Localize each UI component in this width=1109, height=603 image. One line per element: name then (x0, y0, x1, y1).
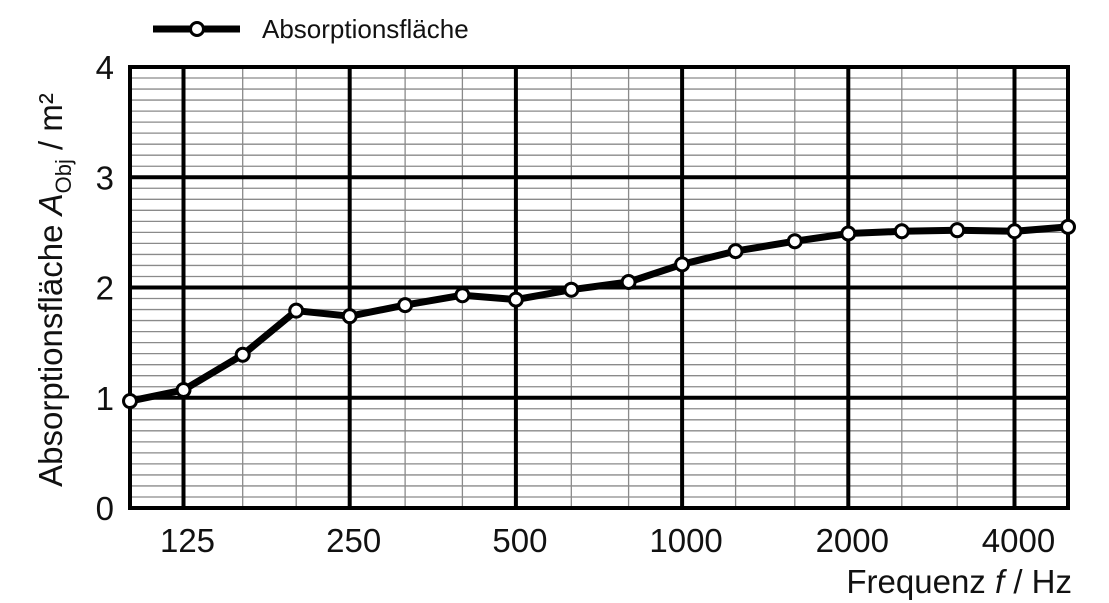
y-tick-labels: 0 1 2 3 4 (96, 49, 114, 527)
y-tick-label: 3 (96, 159, 114, 196)
x-tick-label: 250 (326, 522, 381, 559)
x-tick-label: 1000 (649, 522, 722, 559)
data-point (341, 308, 358, 325)
data-point (727, 243, 744, 260)
data-point (786, 233, 803, 250)
series-line (126, 223, 1072, 405)
plot-frame (128, 65, 1070, 510)
data-point (840, 225, 857, 242)
y-axis-title-var: A (32, 193, 69, 217)
data-point (288, 302, 305, 319)
y-axis-title-prefix: Absorptionsfläche (32, 215, 69, 487)
y-tick-label: 2 (96, 270, 114, 307)
data-point (122, 393, 138, 410)
data-point (234, 346, 251, 363)
data-point (507, 291, 524, 308)
y-axis-title: Absorptionsfläche AObj / m² (32, 93, 76, 487)
x-tick-labels: 125 250 500 1000 2000 4000 (160, 522, 1055, 559)
y-tick-label: 4 (96, 49, 114, 86)
data-point (620, 273, 637, 290)
data-point (1060, 218, 1076, 235)
y-axis-title-suffix: / m² (32, 93, 69, 159)
data-point (175, 382, 192, 399)
y-axis-title-sub: Obj (51, 159, 76, 193)
data-point (397, 297, 414, 314)
y-tick-label: 0 (96, 490, 114, 527)
x-axis-title-suffix: / Hz (1004, 563, 1072, 600)
x-axis-title-prefix: Frequenz (846, 563, 995, 600)
data-point (949, 222, 966, 239)
y-tick-label: 1 (96, 380, 114, 417)
x-tick-label: 500 (492, 522, 547, 559)
x-axis-title: Frequenz f / Hz (846, 563, 1072, 600)
legend: Absorptionsfläche (153, 14, 469, 44)
x-tick-label: 2000 (816, 522, 889, 559)
x-tick-label: 125 (160, 522, 215, 559)
data-point (563, 281, 580, 298)
series-group (122, 218, 1076, 410)
x-tick-label: 4000 (982, 522, 1055, 559)
legend-marker (189, 21, 205, 37)
data-point (893, 223, 910, 240)
data-point (1006, 223, 1023, 240)
legend-label: Absorptionsfläche (262, 14, 469, 44)
data-point (454, 287, 471, 304)
data-point (674, 256, 691, 273)
